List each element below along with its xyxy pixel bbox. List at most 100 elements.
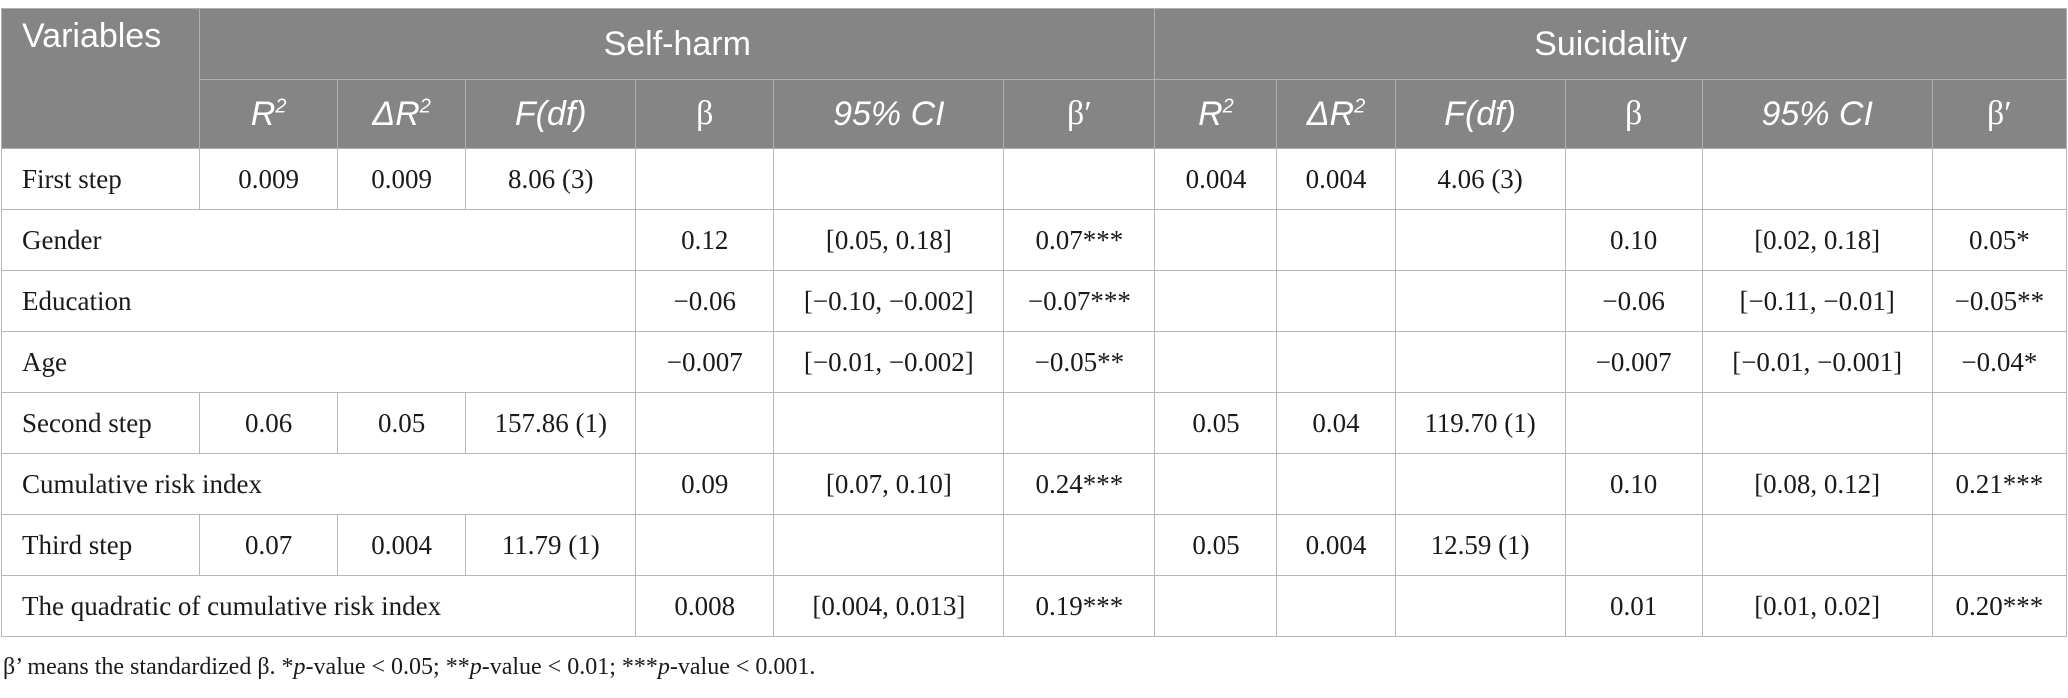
header-r2-suicidality: R2 bbox=[1154, 79, 1278, 149]
cell-suicidality-fdf bbox=[1394, 209, 1566, 271]
header-group-selfharm: Self-harm bbox=[199, 8, 1156, 80]
cell-selfharm-beta-std bbox=[1003, 148, 1156, 210]
table-footnote: β’ means the standardized β. *p-value < … bbox=[3, 654, 815, 681]
table-row: Gender 0.12 [0.05, 0.18] 0.07*** 0.10 [0… bbox=[0, 209, 2068, 271]
cell-suicidality-r2: 0.004 bbox=[1154, 148, 1278, 210]
cell-selfharm-ci: [0.07, 0.10] bbox=[773, 453, 1005, 515]
r2-sup: 2 bbox=[275, 95, 287, 118]
header-delta-r2-suicidality: ΔR2 bbox=[1276, 79, 1396, 149]
cell-suicidality-ci: [0.02, 0.18] bbox=[1701, 209, 1933, 271]
header-r2-selfharm: R2 bbox=[199, 79, 339, 149]
cell-selfharm-beta bbox=[635, 148, 775, 210]
cell-suicidality-delta-r2: 0.004 bbox=[1276, 514, 1396, 576]
cell-suicidality-ci: [0.08, 0.12] bbox=[1701, 453, 1933, 515]
footnote-text: -value < 0.001. bbox=[669, 654, 816, 680]
cell-selfharm-r2: 0.009 bbox=[199, 148, 339, 210]
cell-selfharm-beta bbox=[635, 514, 775, 576]
row-label: Second step bbox=[0, 392, 201, 454]
footnote-p-italic: p bbox=[469, 654, 482, 680]
cell-selfharm-fdf: 8.06 (3) bbox=[465, 148, 637, 210]
regression-results-table: Variables Self-harm Suicidality R2 ΔR2 F… bbox=[0, 8, 2068, 637]
cell-suicidality-fdf bbox=[1394, 453, 1566, 515]
cell-suicidality-beta bbox=[1564, 392, 1703, 454]
row-label: The quadratic of cumulative risk index bbox=[0, 575, 637, 637]
header-beta-std-selfharm: β′ bbox=[1003, 79, 1156, 149]
delta-r2-sup: 2 bbox=[1354, 95, 1366, 118]
cell-suicidality-beta-std bbox=[1931, 514, 2068, 576]
results-table-container: Variables Self-harm Suicidality R2 ΔR2 F… bbox=[0, 8, 2068, 637]
footnote-text: -value < 0.05; ** bbox=[305, 654, 470, 680]
header-variables: Variables bbox=[0, 8, 201, 149]
row-label: Education bbox=[0, 270, 637, 332]
cell-suicidality-r2: 0.05 bbox=[1154, 514, 1278, 576]
cell-suicidality-r2 bbox=[1154, 270, 1278, 332]
footnote-p-italic: p bbox=[657, 654, 670, 680]
cell-suicidality-ci: [0.01, 0.02] bbox=[1701, 575, 1933, 637]
cell-suicidality-delta-r2 bbox=[1276, 575, 1396, 637]
cell-suicidality-beta-std: 0.21*** bbox=[1931, 453, 2068, 515]
cell-selfharm-beta-std: 0.07*** bbox=[1003, 209, 1156, 271]
delta-r2-base: ΔR bbox=[372, 94, 420, 133]
cell-selfharm-beta: 0.008 bbox=[635, 575, 775, 637]
header-ci-suicidality: 95% CI bbox=[1701, 79, 1933, 149]
cell-suicidality-r2 bbox=[1154, 209, 1278, 271]
cell-selfharm-beta-std: −0.05** bbox=[1003, 331, 1156, 393]
table-row: Second step 0.06 0.05 157.86 (1) 0.05 0.… bbox=[0, 392, 2068, 454]
cell-selfharm-beta: 0.09 bbox=[635, 453, 775, 515]
cell-selfharm-ci bbox=[773, 148, 1005, 210]
cell-selfharm-beta: −0.06 bbox=[635, 270, 775, 332]
header-delta-r2-selfharm: ΔR2 bbox=[337, 79, 467, 149]
table-row: Education −0.06 [−0.10, −0.002] −0.07***… bbox=[0, 270, 2068, 332]
r2-base: R bbox=[1198, 94, 1223, 133]
cell-suicidality-fdf: 4.06 (3) bbox=[1394, 148, 1566, 210]
table-row: Cumulative risk index 0.09 [0.07, 0.10] … bbox=[0, 453, 2068, 515]
cell-selfharm-beta-std: 0.24*** bbox=[1003, 453, 1156, 515]
cell-selfharm-beta: 0.12 bbox=[635, 209, 775, 271]
cell-suicidality-beta-std: −0.04* bbox=[1931, 331, 2068, 393]
cell-selfharm-beta-std: −0.07*** bbox=[1003, 270, 1156, 332]
delta-r2-sup: 2 bbox=[419, 95, 431, 118]
header-group-suicidality: Suicidality bbox=[1154, 8, 2067, 80]
cell-selfharm-beta: −0.007 bbox=[635, 331, 775, 393]
cell-suicidality-ci bbox=[1701, 148, 1933, 210]
cell-suicidality-delta-r2 bbox=[1276, 209, 1396, 271]
cell-suicidality-beta bbox=[1564, 148, 1703, 210]
cell-selfharm-delta-r2: 0.009 bbox=[337, 148, 467, 210]
cell-selfharm-beta-std bbox=[1003, 514, 1156, 576]
cell-suicidality-ci: [−0.01, −0.001] bbox=[1701, 331, 1933, 393]
cell-suicidality-r2 bbox=[1154, 575, 1278, 637]
cell-suicidality-fdf bbox=[1394, 575, 1566, 637]
footnote-text: β’ means the standardized β. * bbox=[3, 654, 294, 680]
cell-selfharm-r2: 0.06 bbox=[199, 392, 339, 454]
header-fdf-suicidality: F(df) bbox=[1394, 79, 1566, 149]
table-row: The quadratic of cumulative risk index 0… bbox=[0, 575, 2068, 637]
table-row: First step 0.009 0.009 8.06 (3) 0.004 0.… bbox=[0, 148, 2068, 210]
cell-selfharm-ci: [−0.01, −0.002] bbox=[773, 331, 1005, 393]
cell-suicidality-fdf: 12.59 (1) bbox=[1394, 514, 1566, 576]
cell-suicidality-ci bbox=[1701, 514, 1933, 576]
cell-selfharm-ci: [0.004, 0.013] bbox=[773, 575, 1005, 637]
header-ci-selfharm: 95% CI bbox=[773, 79, 1005, 149]
footnote-text: -value < 0.01; *** bbox=[481, 654, 658, 680]
header-row-groups: Variables Self-harm Suicidality bbox=[0, 8, 2067, 149]
table-header: Variables Self-harm Suicidality R2 ΔR2 F… bbox=[0, 8, 2068, 149]
r2-base: R bbox=[250, 94, 276, 133]
cell-selfharm-ci: [−0.10, −0.002] bbox=[773, 270, 1005, 332]
header-row-columns: R2 ΔR2 F(df) β 95% CI β′ R2 ΔR2 F(df) β … bbox=[2, 79, 2068, 149]
cell-suicidality-delta-r2 bbox=[1276, 453, 1396, 515]
cell-suicidality-r2 bbox=[1154, 453, 1278, 515]
cell-selfharm-fdf: 157.86 (1) bbox=[465, 392, 637, 454]
cell-suicidality-r2: 0.05 bbox=[1154, 392, 1278, 454]
cell-selfharm-ci bbox=[773, 514, 1005, 576]
cell-selfharm-delta-r2: 0.05 bbox=[337, 392, 467, 454]
cell-selfharm-delta-r2: 0.004 bbox=[337, 514, 467, 576]
cell-suicidality-r2 bbox=[1154, 331, 1278, 393]
cell-suicidality-fdf: 119.70 (1) bbox=[1394, 392, 1566, 454]
cell-selfharm-r2: 0.07 bbox=[199, 514, 339, 576]
table-row: Third step 0.07 0.004 11.79 (1) 0.05 0.0… bbox=[0, 514, 2068, 576]
cell-selfharm-ci bbox=[773, 392, 1005, 454]
cell-suicidality-beta: 0.01 bbox=[1564, 575, 1703, 637]
header-beta-std-suicidality: β′ bbox=[1931, 79, 2068, 149]
cell-suicidality-beta: 0.10 bbox=[1564, 453, 1703, 515]
cell-selfharm-beta-std bbox=[1003, 392, 1156, 454]
